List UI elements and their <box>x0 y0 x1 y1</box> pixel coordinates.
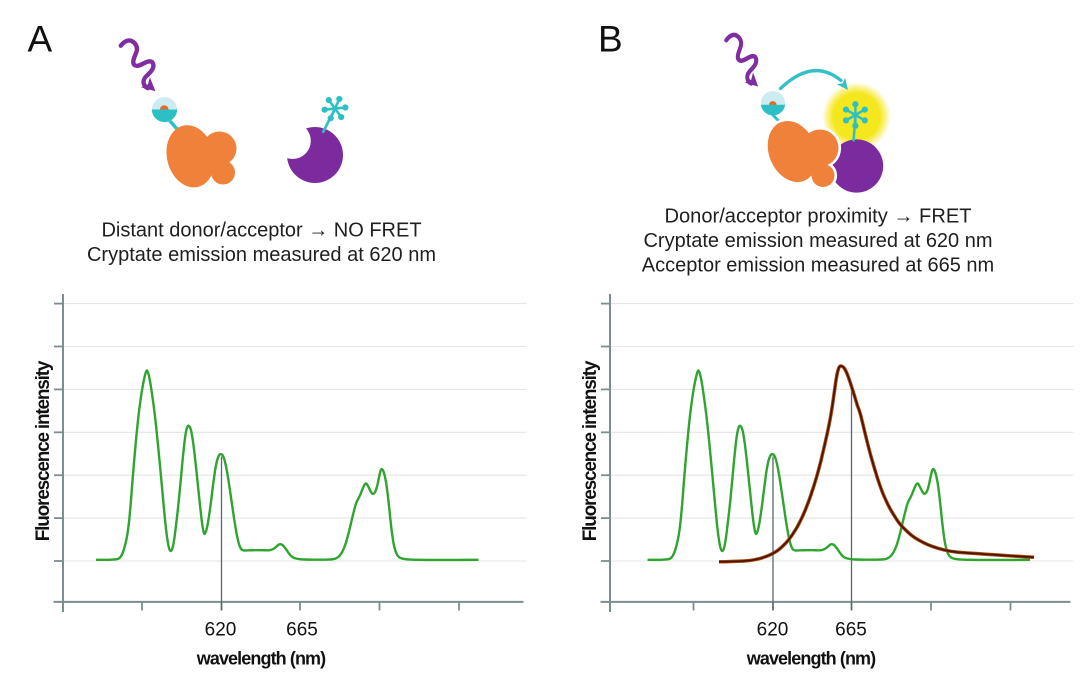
svg-text:Distant donor/acceptor → NO FR: Distant donor/acceptor → NO FRET <box>101 220 421 242</box>
svg-text:wavelength (nm): wavelength (nm) <box>746 649 876 669</box>
svg-text:Fluorescence intensity: Fluorescence intensity <box>33 360 54 541</box>
svg-text:A: A <box>28 19 53 60</box>
svg-text:665: 665 <box>286 620 318 641</box>
svg-text:Acceptor emission measured at: Acceptor emission measured at 665 nm <box>642 255 994 277</box>
svg-text:Cryptate emission measured at: Cryptate emission measured at 620 nm <box>87 244 436 266</box>
svg-text:wavelength (nm): wavelength (nm) <box>196 649 326 669</box>
svg-text:665: 665 <box>835 620 867 641</box>
svg-text:B: B <box>598 19 623 60</box>
svg-text:620: 620 <box>757 620 789 641</box>
svg-text:620: 620 <box>205 620 237 641</box>
svg-text:Fluorescence intensity: Fluorescence intensity <box>580 360 601 541</box>
svg-text:Donor/acceptor proximity → FRE: Donor/acceptor proximity → FRET <box>665 206 972 228</box>
svg-text:Cryptate emission measured at: Cryptate emission measured at 620 nm <box>643 230 992 252</box>
